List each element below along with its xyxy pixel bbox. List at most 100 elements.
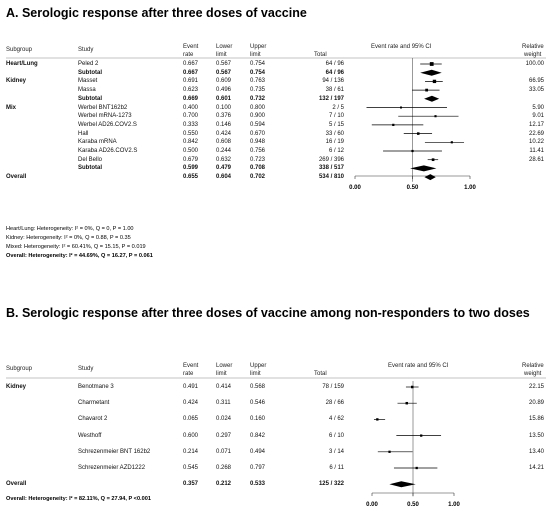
axis-tick-label: 0.50 xyxy=(407,502,419,508)
row-total: 132 / 197 xyxy=(318,95,344,102)
header-forest: Event rate and 95% CI xyxy=(388,363,449,369)
axis-tick-label: 1.00 xyxy=(464,185,476,191)
row-study: Subtotal xyxy=(78,95,102,102)
header-lower-1: Lower xyxy=(216,363,233,369)
point-estimate xyxy=(429,62,434,66)
row-lower-limit: 0.496 xyxy=(216,87,232,94)
row-upper-limit: 0.594 xyxy=(250,121,266,128)
axis-tick-label: 0.50 xyxy=(407,185,419,191)
row-weight: 33.05 xyxy=(528,87,544,94)
row-event-rate: 0.550 xyxy=(183,130,199,137)
header-lower-1: Lower xyxy=(216,44,233,50)
row-upper-limit: 0.800 xyxy=(250,104,266,111)
row-study: Masset xyxy=(78,78,98,85)
row-subgroup: Kidney xyxy=(6,78,27,85)
row-lower-limit: 0.567 xyxy=(216,69,232,76)
row-subgroup: Mix xyxy=(6,104,17,111)
header-upper-2: limit xyxy=(250,52,261,58)
row-weight: 9.01 xyxy=(532,113,544,120)
row-lower-limit: 0.212 xyxy=(216,481,232,488)
row-upper-limit: 0.756 xyxy=(250,148,266,154)
row-lower-limit: 0.024 xyxy=(216,416,232,423)
row-weight: 28.61 xyxy=(528,156,544,163)
header-lower-2: limit xyxy=(216,371,227,377)
row-weight: 11.41 xyxy=(529,148,544,154)
point-estimate xyxy=(411,149,414,153)
row-lower-limit: 0.479 xyxy=(216,165,232,172)
row-event-rate: 0.669 xyxy=(183,95,199,102)
row-total: 28 / 66 xyxy=(325,400,344,407)
row-study: Hall xyxy=(78,130,89,137)
header-total: Total xyxy=(314,52,327,58)
row-study: Karaba mRNA xyxy=(78,139,117,146)
row-weight: 22.69 xyxy=(528,130,544,137)
row-event-rate: 0.679 xyxy=(183,156,199,163)
row-study: Chavarot 2 xyxy=(78,416,108,423)
header-event-1: Event xyxy=(183,363,199,369)
row-total: 78 / 159 xyxy=(322,384,344,390)
row-event-rate: 0.400 xyxy=(183,104,199,111)
row-event-rate: 0.691 xyxy=(183,78,199,85)
summary-diamond xyxy=(424,174,436,181)
point-estimate xyxy=(400,106,402,109)
row-lower-limit: 0.146 xyxy=(216,121,232,128)
header-weight-2: weight xyxy=(524,371,542,377)
row-weight: 20.89 xyxy=(528,400,544,407)
row-study: Werbel BNT162b2 xyxy=(78,104,128,111)
row-upper-limit: 0.723 xyxy=(250,156,266,163)
row-weight: 66.95 xyxy=(528,78,544,85)
row-upper-limit: 0.732 xyxy=(250,95,266,102)
row-lower-limit: 0.601 xyxy=(216,95,232,102)
row-upper-limit: 0.708 xyxy=(250,165,266,172)
header-subgroup: Subgroup xyxy=(6,47,33,53)
row-lower-limit: 0.424 xyxy=(216,130,232,137)
row-weight: 22.15 xyxy=(528,384,544,390)
header-upper-1: Upper xyxy=(250,44,267,50)
row-upper-limit: 0.702 xyxy=(250,174,266,181)
row-upper-limit: 0.754 xyxy=(250,61,266,67)
point-estimate xyxy=(432,79,437,84)
row-study: Karaba AD26.COV2.S xyxy=(78,148,138,154)
row-upper-limit: 0.735 xyxy=(250,87,266,94)
row-upper-limit: 0.797 xyxy=(250,465,266,471)
axis-tick-label: 1.00 xyxy=(448,502,460,508)
point-estimate xyxy=(431,158,435,162)
row-lower-limit: 0.100 xyxy=(216,104,232,111)
row-lower-limit: 0.071 xyxy=(216,448,232,455)
header-study: Study xyxy=(78,47,94,53)
panel-title: A. Serologic response after three doses … xyxy=(6,6,307,20)
row-weight: 13.50 xyxy=(528,432,544,439)
row-upper-limit: 0.494 xyxy=(250,448,266,455)
row-upper-limit: 0.670 xyxy=(250,130,266,137)
summary-diamond xyxy=(420,69,442,76)
row-lower-limit: 0.244 xyxy=(216,148,232,154)
point-estimate xyxy=(392,123,395,127)
point-estimate xyxy=(434,115,437,118)
row-study: Benotmane 3 xyxy=(78,384,114,390)
row-subgroup: Heart/Lung xyxy=(6,61,38,67)
row-lower-limit: 0.632 xyxy=(216,156,232,163)
row-event-rate: 0.065 xyxy=(183,416,199,423)
point-estimate xyxy=(420,434,423,437)
summary-diamond xyxy=(424,95,440,102)
header-weight-1: Relative xyxy=(522,363,544,369)
row-lower-limit: 0.609 xyxy=(216,78,232,85)
row-total: 5 / 15 xyxy=(328,121,344,128)
row-event-rate: 0.667 xyxy=(183,69,199,76)
row-study: Massa xyxy=(78,87,96,94)
row-lower-limit: 0.604 xyxy=(216,174,232,181)
row-event-rate: 0.500 xyxy=(183,148,199,154)
row-subgroup: Overall xyxy=(6,174,27,181)
row-study: Schrezenmeier AZD1222 xyxy=(78,465,146,471)
header-lower-2: limit xyxy=(216,52,227,58)
point-estimate xyxy=(405,401,409,405)
row-total: 269 / 396 xyxy=(318,156,344,163)
row-event-rate: 0.700 xyxy=(183,113,199,120)
row-total: 33 / 60 xyxy=(325,130,344,137)
point-estimate xyxy=(388,450,391,453)
panel-title: B. Serologic response after three doses … xyxy=(6,306,530,320)
row-weight: 12.17 xyxy=(528,121,544,128)
row-study: Schrezenmeier BNT 162b2 xyxy=(78,448,151,455)
row-upper-limit: 0.533 xyxy=(250,481,266,488)
